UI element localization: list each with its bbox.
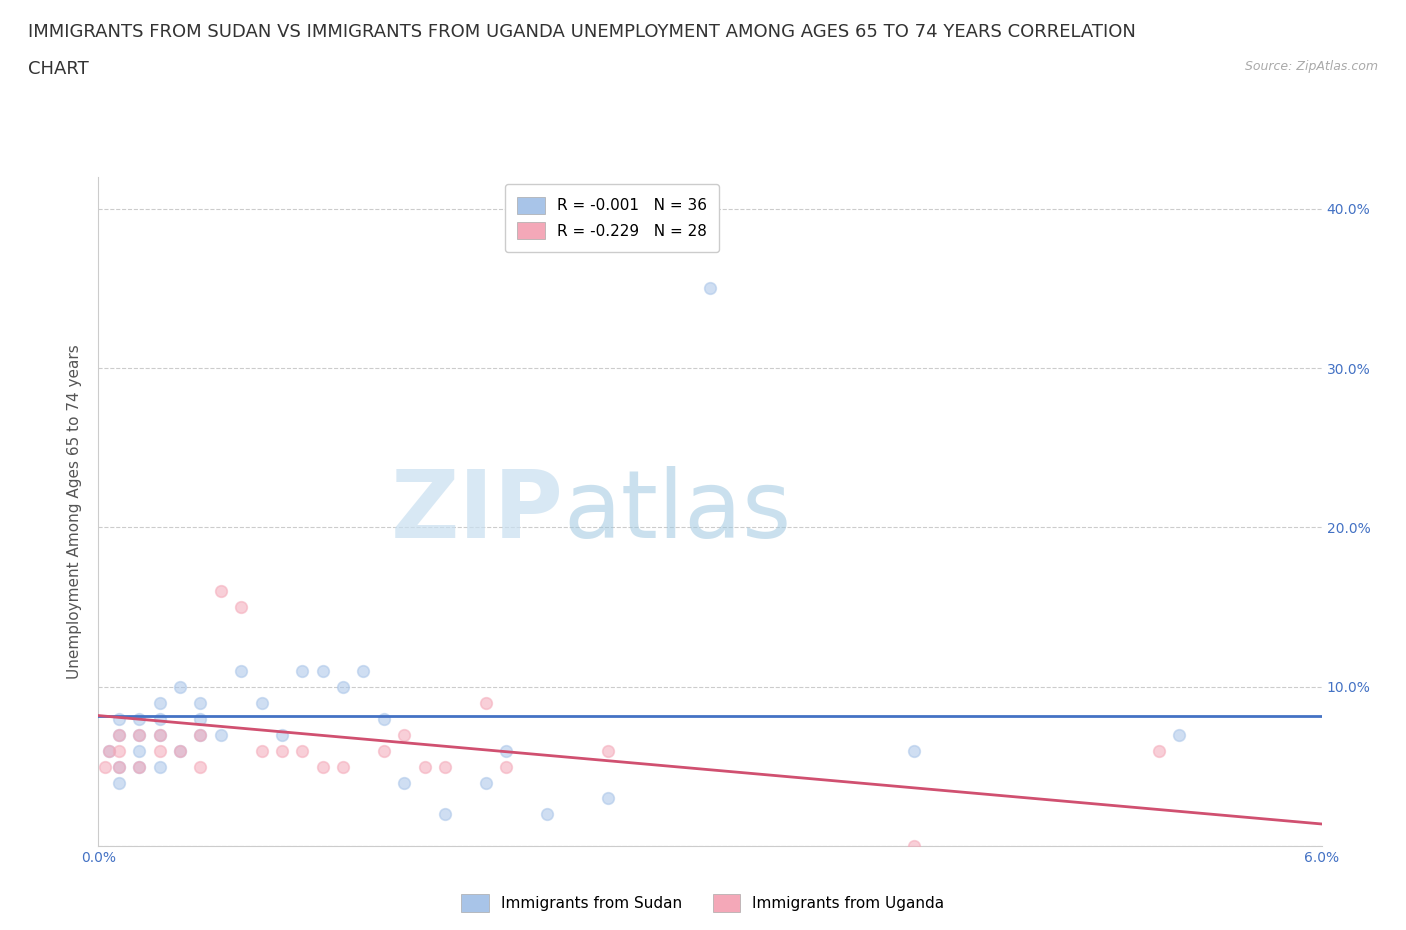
Point [209,727,232,742]
Point [169,743,191,758]
Point [433,759,456,774]
Point [270,743,292,758]
Point [149,727,172,742]
Point [373,711,395,726]
Point [97,743,120,758]
Point [1147,743,1170,758]
Point [903,839,925,854]
Point [128,759,150,774]
Legend: Immigrants from Sudan, Immigrants from Uganda: Immigrants from Sudan, Immigrants from U… [456,888,950,918]
Point [188,727,212,742]
Point [699,281,721,296]
Point [108,759,131,774]
Point [149,759,172,774]
Point [188,711,212,726]
Point [108,759,131,774]
Point [108,775,131,790]
Point [128,727,150,742]
Point [433,807,456,822]
Point [536,807,558,822]
Point [474,696,498,711]
Point [598,791,620,806]
Point [311,759,335,774]
Point [149,727,172,742]
Point [332,680,354,695]
Point [291,743,314,758]
Point [474,775,498,790]
Point [1167,727,1189,742]
Point [149,711,172,726]
Point [128,711,150,726]
Point [108,727,131,742]
Legend: R = -0.001   N = 36, R = -0.229   N = 28: R = -0.001 N = 36, R = -0.229 N = 28 [505,184,720,252]
Text: CHART: CHART [28,60,89,78]
Point [108,743,131,758]
Text: Source: ZipAtlas.com: Source: ZipAtlas.com [1244,60,1378,73]
Point [108,727,131,742]
Point [128,727,150,742]
Point [93,759,115,774]
Point [392,775,416,790]
Point [169,743,191,758]
Point [495,743,517,758]
Text: atlas: atlas [564,466,792,557]
Point [209,584,232,599]
Point [291,663,314,678]
Point [598,743,620,758]
Point [149,743,172,758]
Point [108,711,131,726]
Point [270,727,292,742]
Point [231,600,253,615]
Point [149,696,172,711]
Point [250,696,273,711]
Point [128,759,150,774]
Point [97,743,120,758]
Text: IMMIGRANTS FROM SUDAN VS IMMIGRANTS FROM UGANDA UNEMPLOYMENT AMONG AGES 65 TO 74: IMMIGRANTS FROM SUDAN VS IMMIGRANTS FROM… [28,23,1136,41]
Point [373,743,395,758]
Point [332,759,354,774]
Point [188,759,212,774]
Point [311,663,335,678]
Point [903,743,925,758]
Text: ZIP: ZIP [391,466,564,557]
Point [188,727,212,742]
Y-axis label: Unemployment Among Ages 65 to 74 years: Unemployment Among Ages 65 to 74 years [67,344,83,679]
Point [169,680,191,695]
Point [188,696,212,711]
Point [250,743,273,758]
Point [392,727,416,742]
Point [128,743,150,758]
Point [413,759,436,774]
Point [231,663,253,678]
Point [352,663,374,678]
Point [495,759,517,774]
